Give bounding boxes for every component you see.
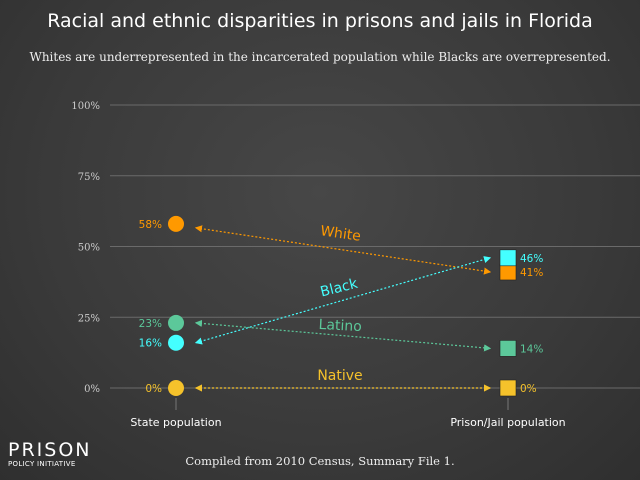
source-note: Compiled from 2010 Census, Summary File … [185,454,455,468]
connector-arrow [194,319,492,352]
series-label-white: White [319,223,362,245]
state-value-label: 23% [139,318,162,330]
state-value-label: 0% [145,383,162,395]
state-population-dot [168,314,184,331]
series-label-native: Native [317,368,362,384]
state-value-label: 58% [139,219,162,231]
logo-line2: POLICY INITIATIVE [8,460,76,468]
chart-subtitle: Whites are underrepresented in the incar… [29,50,611,64]
state-population-dot [168,334,184,351]
prison-population-square [499,379,517,397]
y-tick-label: 0% [84,384,100,395]
prison-value-label: 46% [520,253,543,265]
state-population-dot [168,215,184,232]
state-population-dot [168,380,184,396]
prison-value-label: 0% [520,383,537,395]
logo-line1: PRISON [8,439,92,461]
prison-value-label: 41% [520,267,543,279]
chart-title: Racial and ethnic disparities in prisons… [47,10,593,32]
prison-population-square [499,340,517,357]
y-tick-label: 25% [78,313,100,324]
state-value-label: 16% [139,338,162,350]
y-tick-label: 50% [78,243,100,254]
connector-arrow [194,225,492,275]
y-tick-label: 100% [71,101,100,112]
prison-population-square [499,263,517,281]
y-tick-label: 75% [78,172,100,183]
series-label-latino: Latino [318,317,362,335]
prison-value-label: 14% [520,343,543,355]
connector-arrow [194,256,492,345]
x-category-label: Prison/Jail population [450,416,565,429]
x-category-label: State population [130,416,221,429]
prison-policy-initiative-logo: PRISON POLICY INITIATIVE [8,440,92,468]
prison-population-square [499,249,517,267]
